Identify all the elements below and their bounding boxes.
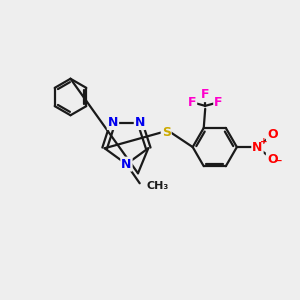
Text: CH₃: CH₃ [146,181,168,191]
Text: O: O [267,153,278,166]
Text: N: N [252,141,263,154]
Text: O: O [267,128,278,141]
Text: N: N [108,116,118,129]
Text: F: F [188,96,196,110]
Text: F: F [214,96,223,110]
Text: N: N [121,158,132,171]
Text: −: − [274,156,283,166]
Text: +: + [260,137,268,146]
Text: S: S [162,126,171,139]
Text: N: N [135,116,145,129]
Text: F: F [201,88,209,101]
